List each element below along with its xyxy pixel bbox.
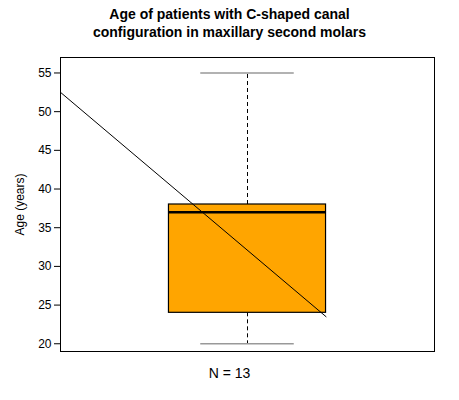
svg-text:30: 30 xyxy=(38,259,52,273)
svg-text:Age (years): Age (years) xyxy=(13,173,27,235)
svg-text:40: 40 xyxy=(38,182,52,196)
html-text:N = 13: N = 13 xyxy=(208,365,251,381)
html-text:configuration in maxillary sec: configuration in maxillary second molars xyxy=(93,23,366,40)
html-text:Age of patients with C-shaped: Age of patients with C-shaped canal xyxy=(109,6,350,22)
svg-text:45: 45 xyxy=(38,143,52,157)
svg-text:25: 25 xyxy=(38,298,52,312)
svg-text:35: 35 xyxy=(38,221,52,235)
svg-text:20: 20 xyxy=(38,337,52,351)
svg-text:50: 50 xyxy=(38,104,52,118)
svg-text:55: 55 xyxy=(38,66,52,80)
